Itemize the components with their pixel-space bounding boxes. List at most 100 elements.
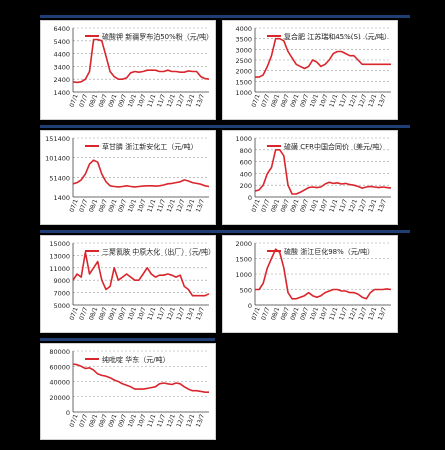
x-tick-label: 11/7 bbox=[156, 413, 167, 428]
y-tick-label: 1400 bbox=[53, 89, 70, 97]
series-line bbox=[255, 37, 391, 78]
chart-panel-sulfur: 1000 800 600 400 200 0 07/1 07/7 08/1 08/7 09/1 09/… bbox=[222, 130, 398, 225]
x-tick-label: 10/1 bbox=[309, 198, 320, 213]
series-line bbox=[254, 149, 392, 195]
x-tick-label: 10/7 bbox=[137, 413, 148, 428]
y-tick-label: 600 bbox=[240, 159, 252, 167]
x-tick-label: 08/1 bbox=[270, 306, 281, 321]
y-tick-label: 1000 bbox=[235, 89, 252, 97]
x-tick-label: 10/1 bbox=[127, 306, 138, 321]
x-tick-label: 10/7 bbox=[319, 198, 330, 213]
x-tick-label: 10/7 bbox=[137, 93, 148, 108]
y-tick-label: 51400 bbox=[49, 174, 70, 182]
y-tick-label: 7000 bbox=[53, 290, 70, 298]
y-tick-label: 9000 bbox=[53, 277, 70, 285]
x-tick-label: 11/1 bbox=[328, 93, 339, 108]
x-tick-label: 10/1 bbox=[309, 306, 320, 321]
x-tick-label: 12/1 bbox=[166, 306, 177, 321]
chart-title: 硫酸 浙江巨化98%（元/吨） bbox=[284, 247, 374, 256]
chart-melamine: 15000130001100090007000500007/107/708/10… bbox=[49, 240, 215, 321]
chart-panel-potassium-sulfate: 6400 5400 4400 3400 2400 1400 07/1 07/7 08/1 08/7… bbox=[40, 20, 216, 120]
x-tick-label: 11/7 bbox=[338, 306, 349, 321]
x-tick-label: 09/7 bbox=[299, 306, 310, 321]
x-tick-label: 09/1 bbox=[289, 306, 300, 321]
x-tick-label: 09/1 bbox=[107, 413, 118, 428]
x-tick-label: 12/1 bbox=[348, 93, 359, 108]
x-tick-label: 12/7 bbox=[357, 198, 368, 213]
y-tick-label: 60000 bbox=[49, 363, 70, 371]
series-line bbox=[72, 363, 209, 393]
chart-sulfuric-acid: 2000 1500 1000 500 007/107/708/108/709/109/7… bbox=[235, 240, 392, 321]
y-tick-label: 13000 bbox=[49, 252, 70, 260]
x-tick-label: 08/7 bbox=[98, 198, 109, 213]
x-tick-label: 13/1 bbox=[367, 198, 378, 213]
x-tick-label: 09/7 bbox=[117, 198, 128, 213]
x-tick-label: 12/7 bbox=[175, 93, 186, 108]
y-tick-label: 2000 bbox=[235, 68, 252, 76]
y-tick-label: 500 bbox=[240, 287, 252, 295]
chart-panel-melamine: 15000 13000 11000 9000 7000 5000 07/1 07/7 08/1 0… bbox=[40, 235, 216, 333]
chart-title: 三聚氰胺 中原大化（出厂）（元/吨） bbox=[102, 247, 215, 256]
chart-panel-pyridine: 80000 60000 40000 20000 0 07/1 07/7 08/1 08/7 09/… bbox=[40, 343, 216, 440]
x-tick-label: 11/1 bbox=[328, 198, 339, 213]
x-tick-label: 08/7 bbox=[98, 413, 109, 428]
x-tick-label: 12/1 bbox=[166, 198, 177, 213]
y-tick-label: 3000 bbox=[235, 46, 252, 54]
x-tick-label: 07/7 bbox=[78, 93, 89, 108]
chart-panel-sulfuric-acid: 2000 1500 1000 500 0 07/1 07/7 08/1 08/7 09/1 09/7… bbox=[222, 235, 398, 333]
x-tick-label: 13/1 bbox=[185, 198, 196, 213]
x-tick-label: 08/1 bbox=[88, 306, 99, 321]
x-tick-label: 08/7 bbox=[280, 93, 291, 108]
x-tick-label: 13/7 bbox=[377, 198, 388, 213]
x-tick-label: 08/1 bbox=[270, 198, 281, 213]
y-tick-label: 0 bbox=[66, 409, 70, 417]
x-tick-label: 12/7 bbox=[175, 198, 186, 213]
x-tick-label: 09/7 bbox=[299, 198, 310, 213]
x-tick-label: 08/1 bbox=[88, 198, 99, 213]
x-tick-label: 10/7 bbox=[137, 306, 148, 321]
x-tick-label: 13/7 bbox=[377, 306, 388, 321]
y-tick-label: 2000 bbox=[235, 240, 252, 248]
y-tick-label: 1400 bbox=[53, 194, 70, 202]
x-tick-label: 07/1 bbox=[251, 198, 262, 213]
x-tick-label: 12/1 bbox=[348, 306, 359, 321]
x-tick-label: 08/7 bbox=[98, 306, 109, 321]
x-tick-label: 07/1 bbox=[69, 198, 80, 213]
y-tick-label: 80000 bbox=[49, 348, 70, 356]
y-tick-label: 40000 bbox=[49, 379, 70, 387]
x-tick-label: 12/7 bbox=[357, 93, 368, 108]
x-tick-label: 13/7 bbox=[195, 93, 206, 108]
x-tick-label: 11/1 bbox=[146, 413, 157, 428]
chart-title: 复合肥 江苏瑞和45%(S)（元/吨） bbox=[284, 32, 391, 41]
x-tick-label: 07/7 bbox=[78, 198, 89, 213]
y-tick-label: 2400 bbox=[53, 76, 70, 84]
chart-panel-compound-fertilizer: 4000 3500 3000 2500 2000 1500 1000 07/1 07/7 08/1… bbox=[222, 20, 398, 120]
x-tick-label: 08/7 bbox=[280, 306, 291, 321]
x-tick-label: 08/7 bbox=[280, 198, 291, 213]
y-tick-label: 101400 bbox=[45, 155, 70, 163]
x-tick-label: 11/1 bbox=[328, 306, 339, 321]
x-tick-label: 11/7 bbox=[156, 198, 167, 213]
x-tick-label: 11/7 bbox=[156, 306, 167, 321]
chart-title: 草甘膦 浙江新安化工（元/吨） bbox=[102, 142, 198, 151]
y-tick-label: 0 bbox=[248, 302, 252, 310]
series-line bbox=[72, 251, 210, 297]
y-tick-label: 5400 bbox=[53, 38, 70, 46]
y-tick-label: 1500 bbox=[235, 78, 252, 86]
x-tick-label: 08/7 bbox=[98, 93, 109, 108]
y-tick-label: 4000 bbox=[235, 25, 252, 33]
chart-pyridine: 80000600004000020000007/107/708/108/709/… bbox=[49, 348, 209, 428]
y-tick-label: 1000 bbox=[235, 271, 252, 279]
x-tick-label: 10/7 bbox=[319, 93, 330, 108]
x-tick-label: 10/1 bbox=[309, 93, 320, 108]
x-tick-label: 13/7 bbox=[195, 198, 206, 213]
chart-title: 硫磺 CFR中国合同价（美元/吨） bbox=[284, 142, 386, 151]
x-tick-label: 08/1 bbox=[88, 413, 99, 428]
y-tick-label: 15000 bbox=[49, 240, 70, 248]
y-tick-label: 4400 bbox=[53, 51, 70, 59]
y-tick-label: 1500 bbox=[235, 256, 252, 264]
x-tick-label: 12/7 bbox=[175, 306, 186, 321]
x-tick-label: 12/7 bbox=[357, 306, 368, 321]
x-tick-label: 11/1 bbox=[146, 198, 157, 213]
x-tick-label: 10/7 bbox=[319, 306, 330, 321]
